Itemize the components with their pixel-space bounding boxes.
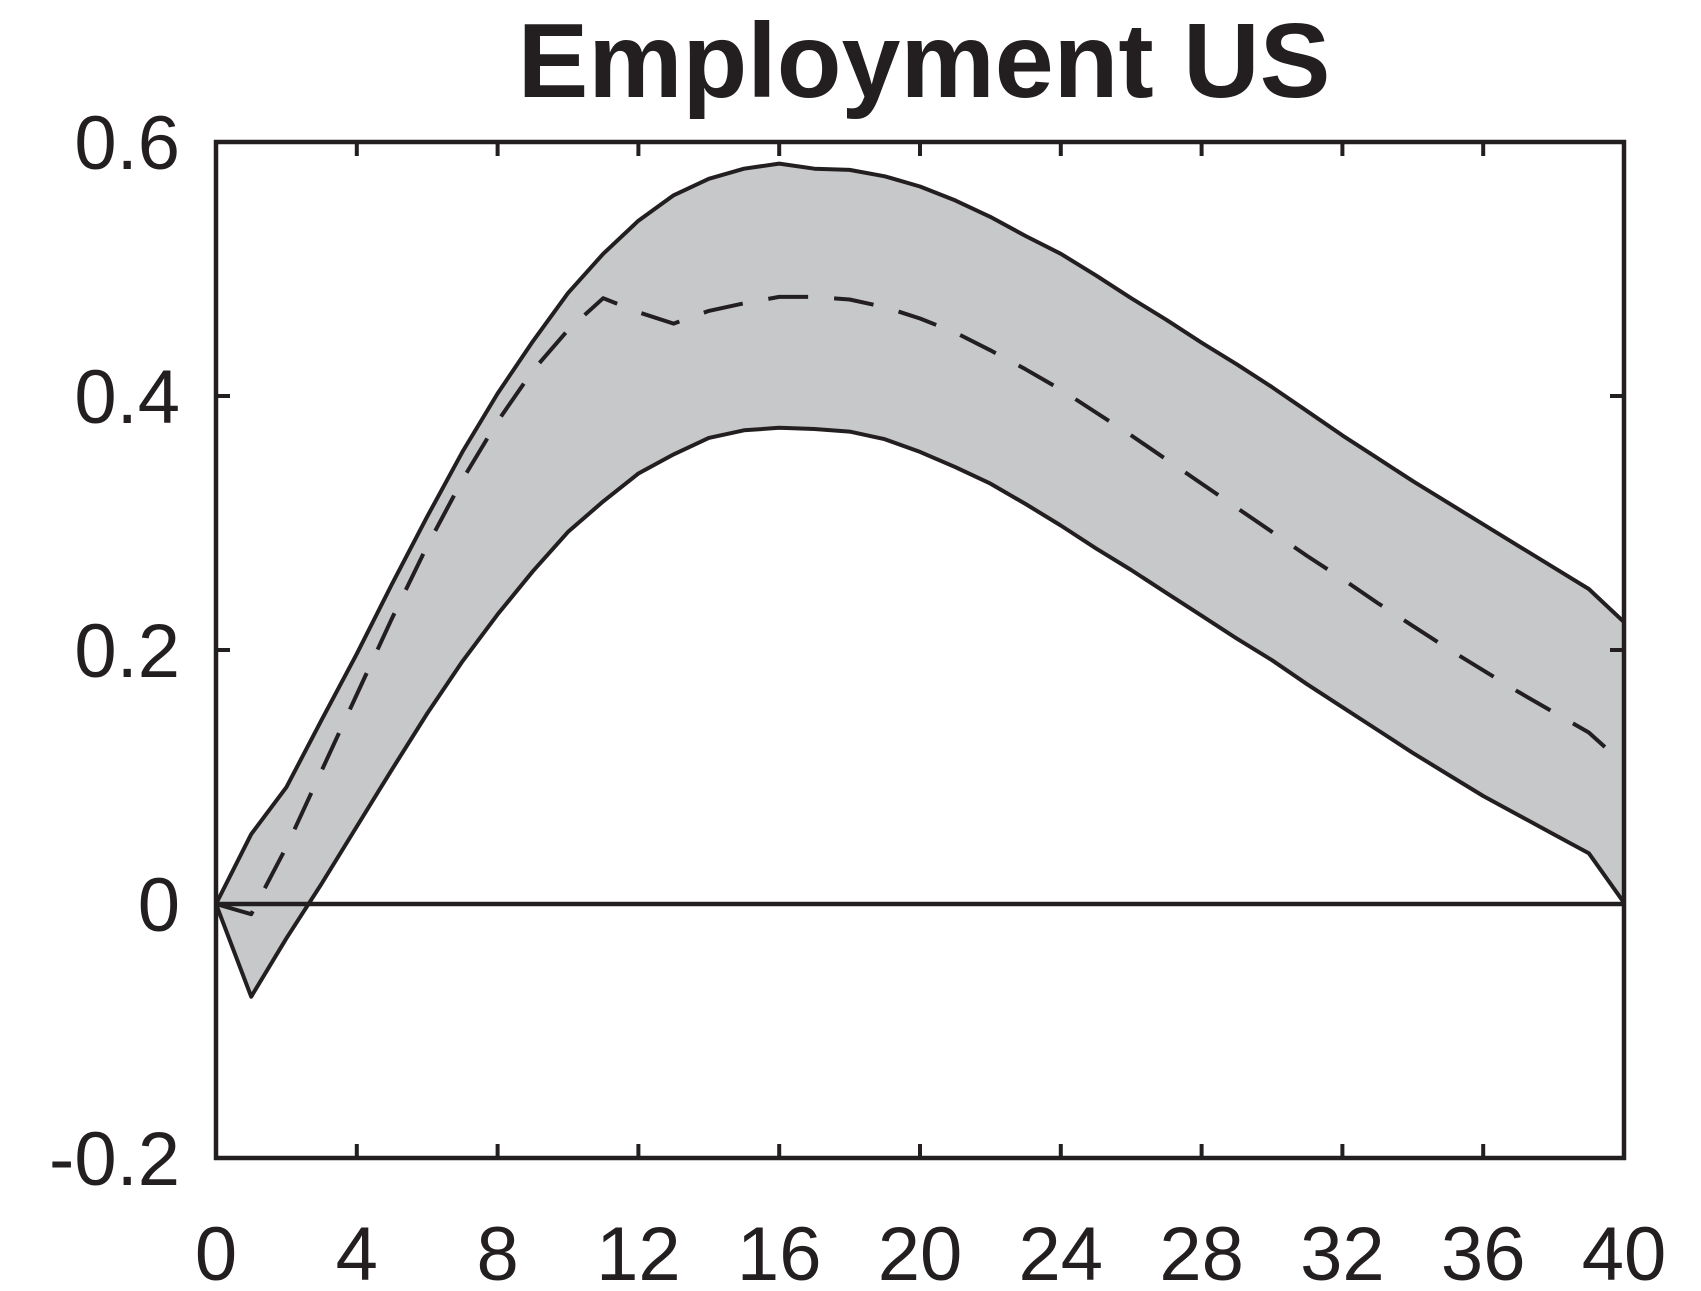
x-tick-label: 0 [195, 1212, 237, 1291]
x-tick-label: 24 [1019, 1212, 1104, 1291]
y-tick-label: 0 [138, 863, 180, 948]
band-upper-line [214, 161, 1626, 905]
x-tick-label: 28 [1159, 1212, 1244, 1291]
axes-layer [213, 139, 1627, 1161]
chart-title: Employment US [518, 2, 1331, 120]
x-tick-label: 40 [1582, 1212, 1667, 1291]
confidence-band-layer [214, 161, 1626, 999]
x-tick-label: 20 [878, 1212, 963, 1291]
x-tick-label: 36 [1441, 1212, 1526, 1291]
x-tick-label: 32 [1300, 1212, 1385, 1291]
series-layer [215, 294, 1626, 917]
y-tick-label: -0.2 [49, 1117, 180, 1202]
series-line-0 [215, 294, 1626, 917]
band-area [216, 163, 1624, 997]
x-tick-label: 16 [737, 1212, 822, 1291]
x-tick-labels: 0 4 8 12 16 20 24 28 32 36 40 [195, 1212, 1666, 1291]
x-tick-label: 4 [336, 1212, 378, 1291]
x-tick-label: 12 [596, 1212, 681, 1291]
y-tick-label: 0.4 [74, 355, 180, 440]
band-lower-line [214, 425, 1626, 999]
y-tick-label: 0.6 [74, 101, 180, 186]
y-tick-label: 0.2 [74, 609, 180, 694]
y-tick-labels: -0.2 0 0.2 0.4 0.6 [49, 101, 180, 1202]
x-tick-label: 8 [476, 1212, 518, 1291]
